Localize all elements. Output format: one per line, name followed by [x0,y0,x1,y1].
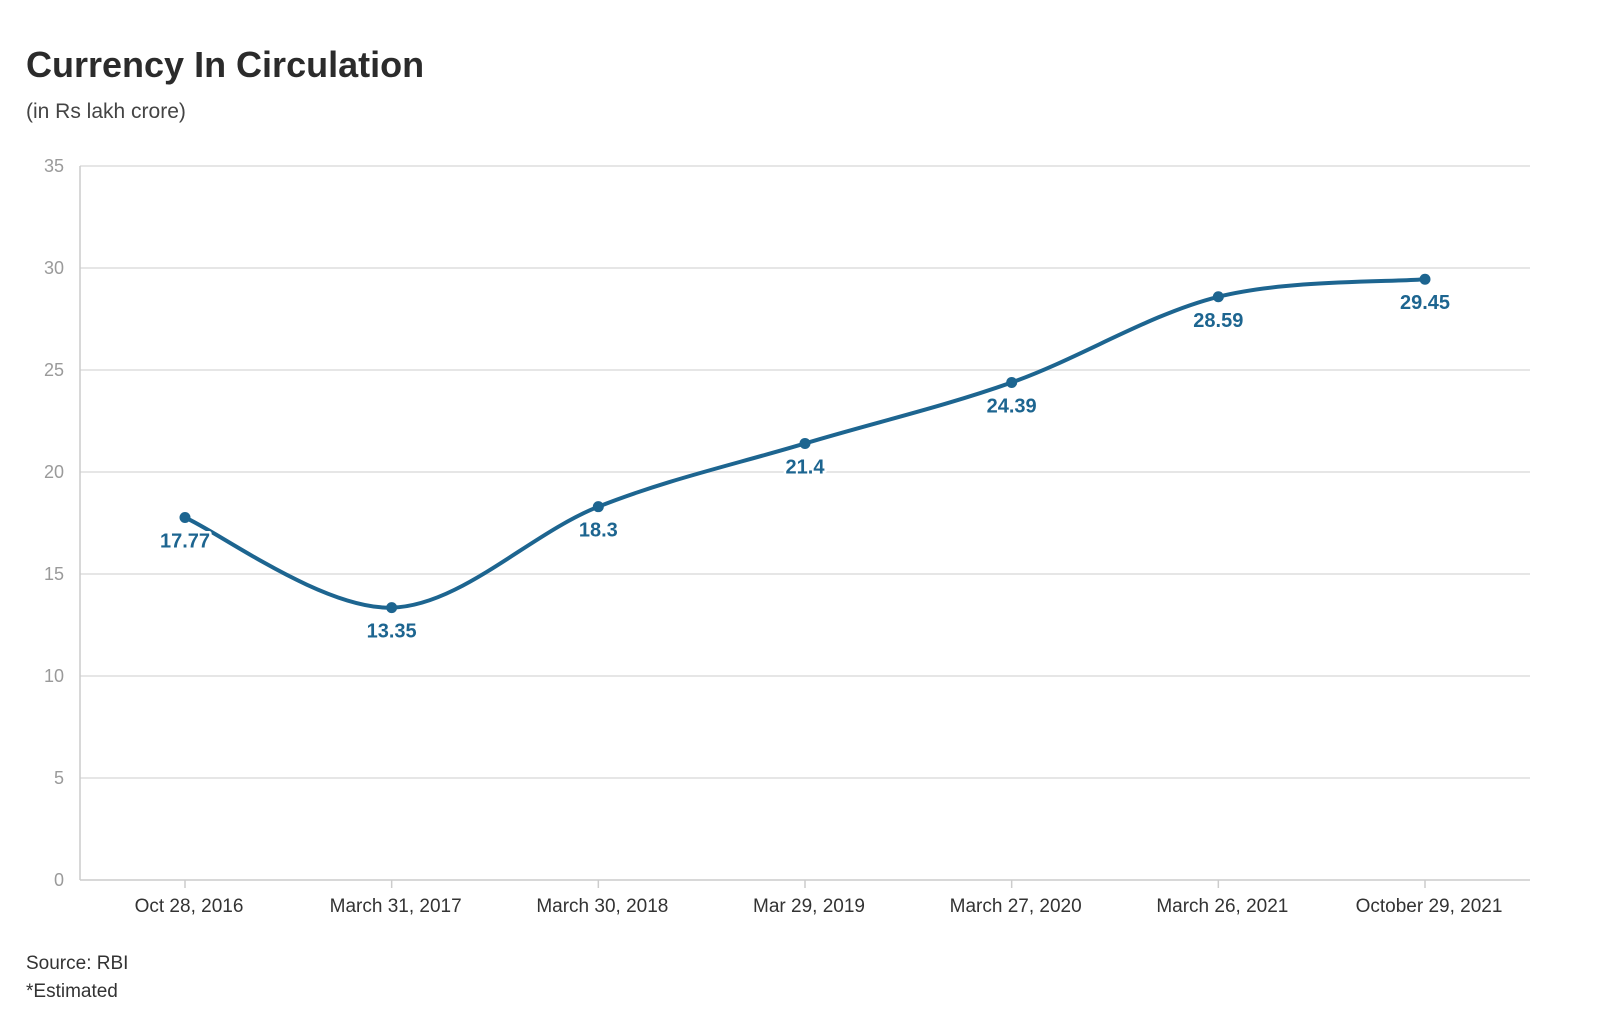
series-layer [179,273,1431,614]
data-point[interactable] [179,511,191,523]
data-label: 17.77 [160,530,210,552]
chart-title: Currency In Circulation [26,44,425,85]
x-tick-label: March 27, 2020 [950,896,1082,917]
y-tick-label: 20 [44,462,64,482]
y-tick-label: 25 [44,360,64,380]
data-point[interactable] [386,602,398,614]
y-axis-ticks: 0 5 10 15 20 25 30 35 [44,156,64,890]
gridlines [80,165,1530,779]
chart-subtitle: (in Rs lakh crore) [26,100,186,123]
data-point[interactable] [592,501,604,513]
data-label: 13.35 [367,621,417,643]
line-chart: 0 5 10 15 20 25 30 35 Oct 28, 2016 March 31, 201… [44,156,1530,917]
y-tick-label: 30 [44,258,64,278]
source-note: Source: RBI [26,953,129,974]
data-label: 29.45 [1400,292,1450,314]
x-tick-label: March 26, 2021 [1156,896,1288,917]
data-point[interactable] [1419,273,1431,285]
x-tick-label: Mar 29, 2019 [753,896,865,917]
data-label: 21.4 [786,456,826,478]
data-point[interactable] [799,437,811,449]
x-tick-label: March 30, 2018 [536,896,668,917]
data-label: 18.3 [579,520,618,542]
x-tick-label: Oct 28, 2016 [135,896,244,917]
y-tick-label: 0 [54,870,64,890]
estimated-note: *Estimated [26,981,118,1002]
data-label: 28.59 [1193,310,1243,332]
x-tick-label: March 31, 2017 [330,896,462,917]
y-tick-label: 15 [44,564,64,584]
data-point[interactable] [1212,291,1224,303]
x-axis-ticks: Oct 28, 2016 March 31, 2017 March 30, 2018… [135,880,1503,917]
x-tick-label: October 29, 2021 [1356,896,1503,917]
data-point[interactable] [1006,376,1018,388]
axes [79,166,1530,881]
data-label: 24.39 [987,395,1037,417]
data-labels: 17.77 13.35 18.3 21.4 24.39 28.59 29.45 [157,290,1452,645]
y-tick-label: 35 [44,156,64,176]
y-tick-label: 10 [44,666,64,686]
y-tick-label: 5 [54,768,64,788]
